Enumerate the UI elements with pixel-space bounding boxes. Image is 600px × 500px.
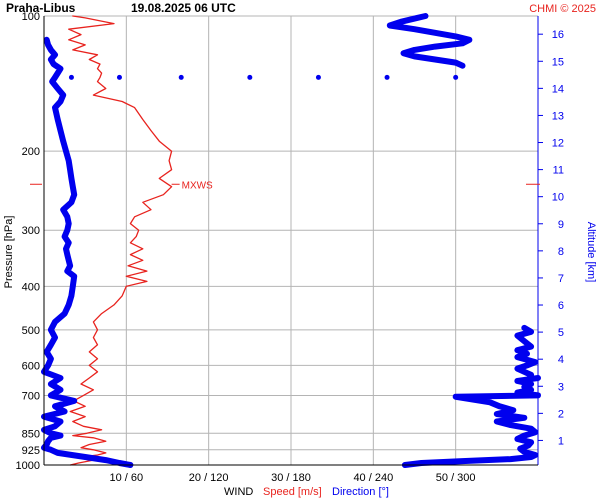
direction-dot	[116, 74, 122, 80]
y-axis-label-altitude: Altitude [km]	[585, 222, 597, 283]
altitude-tick-label: 5	[558, 327, 564, 339]
mxws-annotation: MXWS	[30, 180, 540, 191]
pressure-tick-label: 400	[22, 281, 40, 293]
x-tick-label: 30 / 180	[271, 472, 311, 484]
x-tick-label: 10 / 60	[110, 472, 144, 484]
pressure-tick-label: 925	[22, 445, 40, 457]
direction-series-line	[41, 36, 134, 468]
altitude-tick-label: 10	[552, 192, 564, 204]
mxws-label: MXWS	[182, 180, 213, 191]
altitude-tick-label: 2	[558, 408, 564, 420]
x-label-speed: Speed [m/s]	[263, 486, 322, 498]
axes	[43, 16, 539, 466]
direction-dot	[68, 74, 74, 80]
pressure-tick-label: 1000	[16, 460, 40, 472]
speed-series-line	[68, 15, 173, 466]
pressure-tick-label: 850	[22, 428, 40, 440]
direction-dot	[247, 74, 253, 80]
datetime-title: 19.08.2025 06 UTC	[131, 1, 236, 15]
altitude-tick-label: 6	[558, 300, 564, 312]
pressure-tick-label: 300	[22, 225, 40, 237]
series-layer	[41, 13, 541, 468]
altitude-tick-label: 11	[553, 165, 564, 177]
altitude-tick-label: 13	[552, 110, 564, 122]
station-title: Praha-Libus	[6, 1, 76, 15]
x-tick-label: 40 / 240	[353, 472, 393, 484]
x-tick-label: 50 / 300	[436, 472, 476, 484]
direction-dot	[453, 74, 459, 80]
pressure-tick-label: 200	[22, 146, 40, 158]
direction-dot	[178, 74, 184, 80]
altitude-tick-label: 1	[558, 435, 564, 447]
pressure-tick-label: 700	[22, 390, 40, 402]
pressure-tick-label: 500	[22, 325, 40, 337]
altitude-tick-label: 12	[552, 138, 564, 150]
direction-series-line	[514, 324, 539, 378]
altitude-tick-label: 8	[558, 246, 564, 258]
pressure-tick-label: 600	[22, 360, 40, 372]
direction-dot	[315, 74, 321, 80]
pressure-tick-label: 100	[22, 11, 40, 23]
y-axis-label-pressure: Pressure [hPa]	[3, 216, 15, 289]
direction-series-line	[386, 13, 473, 69]
copyright: CHMI © 2025	[529, 3, 596, 15]
x-tick-label: 20 / 120	[189, 472, 229, 484]
altitude-tick-label: 9	[558, 219, 564, 231]
altitude-tick-label: 16	[552, 29, 564, 41]
x-label-wind: WIND	[224, 486, 253, 498]
altitude-tick-label: 3	[558, 381, 564, 393]
altitude-tick-label: 14	[552, 83, 564, 95]
altitude-tick-label: 4	[558, 354, 564, 366]
x-label-direction: Direction [°]	[332, 486, 389, 498]
altitude-tick-label: 15	[552, 56, 564, 68]
altitude-tick-label: 7	[558, 273, 564, 285]
direction-series-line	[401, 375, 541, 468]
direction-dot	[384, 74, 390, 80]
